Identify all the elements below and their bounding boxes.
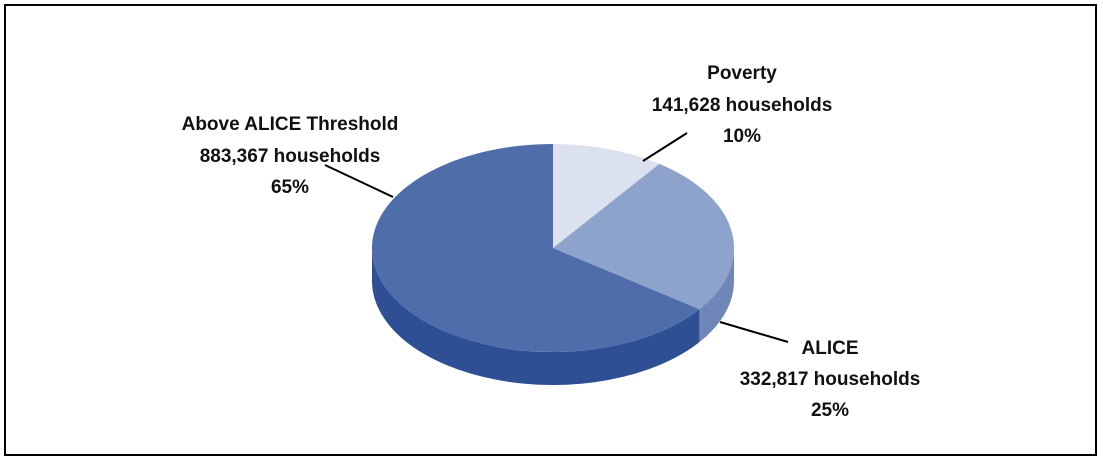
label-poverty-count: 141,628 households: [652, 95, 833, 116]
label-alice-percent: 25%: [811, 400, 849, 421]
leader-alice: [720, 322, 788, 342]
pie-top: [372, 144, 734, 352]
leader-above-alice: [325, 165, 393, 197]
label-poverty-name: Poverty: [707, 63, 777, 84]
label-above-alice-name: Above ALICE Threshold: [182, 114, 399, 135]
label-above-alice-count: 883,367 households: [200, 146, 381, 167]
leader-poverty: [643, 133, 687, 161]
label-alice-name: ALICE: [802, 338, 859, 359]
label-poverty-percent: 10%: [723, 126, 761, 147]
label-above-alice-percent: 65%: [271, 177, 309, 198]
label-alice-count: 332,817 households: [740, 369, 921, 390]
